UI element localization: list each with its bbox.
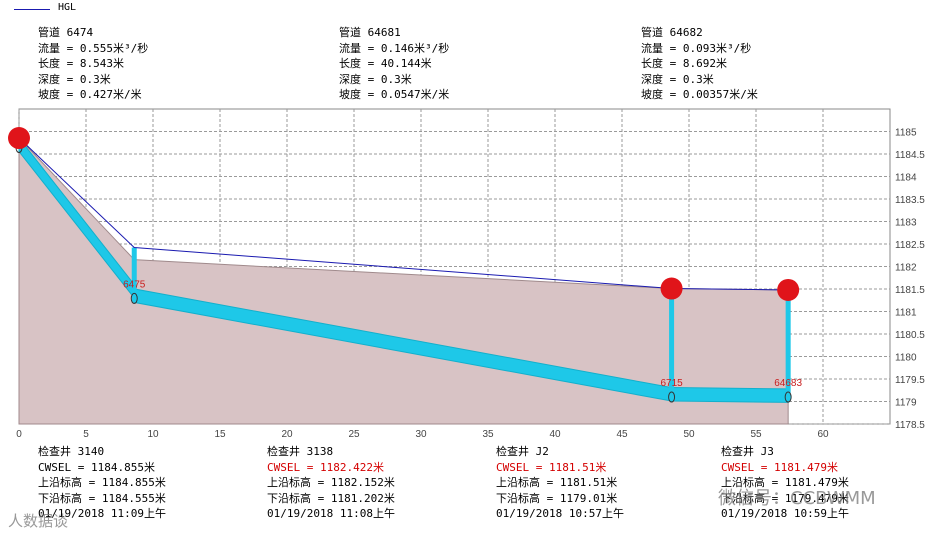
pipe-depth: 深度 = 0.3米 <box>339 72 412 86</box>
pipe-info-64681: 管道 64681 流量 = 0.146米³/秒 长度 = 40.144米 深度 … <box>339 25 449 103</box>
y-tick-label: 1182 <box>895 263 917 274</box>
y-tick-label: 1179.5 <box>895 375 925 386</box>
pipe-title: 管道 64682 <box>641 26 703 39</box>
x-tick-label: 15 <box>214 429 226 440</box>
pipe-title: 管道 64681 <box>339 26 401 39</box>
node-label: 6715 <box>660 378 683 389</box>
manhole-cwsel: CWSEL = 1182.422米 <box>267 460 384 474</box>
y-tick-label: 1181.5 <box>895 285 925 296</box>
manhole-timestamp: 01/19/2018 10:59上午 <box>721 507 849 520</box>
x-tick-label: 5 <box>83 429 89 440</box>
manhole-rim: 上沿标高 = 1181.51米 <box>496 476 618 489</box>
x-tick-label: 20 <box>281 429 293 440</box>
y-tick-label: 1179 <box>895 398 917 409</box>
axes: 0 5 10 15 20 25 30 35 40 45 50 55 60 1178.5 1179 1179.5… <box>16 128 925 441</box>
manhole-cwsel: CWSEL = 1184.855米 <box>38 460 155 474</box>
manhole-shaft <box>785 289 791 402</box>
conduit <box>671 387 789 403</box>
manhole-rim: 上沿标高 = 1181.479米 <box>721 476 849 489</box>
y-tick-label: 1184 <box>895 173 917 184</box>
manhole-info-j3: 检查井 J3 CWSEL = 1181.479米 上沿标高 = 1181.479… <box>721 444 849 522</box>
x-tick-label: 35 <box>482 429 494 440</box>
pipe-title: 管道 6474 <box>38 26 94 39</box>
manhole-title: 检查井 J3 <box>721 445 774 458</box>
y-tick-label: 1183.5 <box>895 195 925 206</box>
pipe-slope: 坡度 = 0.427米/米 <box>38 88 142 101</box>
manhole-info-3138: 检查井 3138 CWSEL = 1182.422米 上沿标高 = 1182.1… <box>267 444 395 522</box>
pipe-flow: 流量 = 0.555米³/秒 <box>38 41 149 55</box>
flood-marker <box>660 277 683 300</box>
flood-marker <box>8 127 30 150</box>
pipe-length: 长度 = 8.692米 <box>641 57 727 70</box>
x-tick-label: 45 <box>616 429 628 440</box>
hgl-polyline <box>18 137 789 291</box>
x-tick-label: 50 <box>683 429 695 440</box>
pipe-info-6474: 管道 6474 流量 = 0.555米³/秒 长度 = 8.543米 深度 = … <box>38 25 148 103</box>
x-tick-label: 0 <box>16 429 22 440</box>
x-tick-label: 40 <box>549 429 561 440</box>
pipe-flow: 流量 = 0.093米³/秒 <box>641 41 752 55</box>
manhole-invert: 下沿标高 = 1179.479米 <box>721 491 849 505</box>
y-tick-label: 1181 <box>895 308 917 319</box>
manhole-rim: 上沿标高 = 1184.855米 <box>38 476 166 489</box>
pipe-depth: 深度 = 0.3米 <box>641 72 714 86</box>
flood-marker <box>777 278 800 301</box>
node-invert-marker <box>668 391 676 403</box>
y-tick-label: 1185 <box>895 128 917 139</box>
manhole-title: 检查井 3140 <box>38 445 105 458</box>
nodes: 6475 6715 64683 <box>8 127 802 403</box>
pipe-flow: 流量 = 0.146米³/秒 <box>339 41 450 55</box>
conduits <box>18 136 791 403</box>
manhole-shaft <box>131 247 137 303</box>
y-tick-label: 1183 <box>895 218 917 229</box>
pipe-length: 长度 = 40.144米 <box>339 57 432 70</box>
manhole-timestamp: 01/19/2018 10:57上午 <box>496 507 624 520</box>
manhole-timestamp: 01/19/2018 11:08上午 <box>267 507 395 520</box>
node-label: 64683 <box>774 378 802 389</box>
pipe-depth: 深度 = 0.3米 <box>38 72 111 86</box>
y-tick-label: 1178.5 <box>895 420 925 431</box>
y-tick-label: 1182.5 <box>895 240 925 251</box>
x-tick-label: 10 <box>147 429 159 440</box>
node-invert-marker <box>130 292 138 304</box>
node-label: 6475 <box>123 279 146 290</box>
manhole-shaft <box>669 288 675 402</box>
manhole-title: 检查井 3138 <box>267 445 334 458</box>
manhole-cwsel: CWSEL = 1181.51米 <box>496 460 607 474</box>
legend-hgl-label: HGL <box>58 2 77 13</box>
x-tick-label: 25 <box>348 429 360 440</box>
manhole-rim: 上沿标高 = 1182.152米 <box>267 476 395 489</box>
manhole-invert: 下沿标高 = 1181.202米 <box>267 491 395 505</box>
y-tick-label: 1184.5 <box>895 150 925 161</box>
legend-hgl-swatch <box>14 9 50 10</box>
manhole-info-3140: 检查井 3140 CWSEL = 1184.855米 上沿标高 = 1184.8… <box>38 444 166 522</box>
x-tick-label: 30 <box>415 429 427 440</box>
manhole-title: 检查井 J2 <box>496 445 549 458</box>
node-invert-marker <box>784 391 792 403</box>
pipe-length: 长度 = 8.543米 <box>38 57 124 70</box>
manhole-timestamp: 01/19/2018 11:09上午 <box>38 507 166 520</box>
y-tick-label: 1180.5 <box>895 330 925 341</box>
pipe-info-64682: 管道 64682 流量 = 0.093米³/秒 长度 = 8.692米 深度 =… <box>641 25 758 103</box>
manhole-invert: 下沿标高 = 1184.555米 <box>38 491 166 505</box>
manhole-cwsel: CWSEL = 1181.479米 <box>721 460 838 474</box>
watermark-right: 微信号：CCBWMM <box>718 488 876 509</box>
hgl-line <box>18 137 789 291</box>
manhole-invert: 下沿标高 = 1179.01米 <box>496 491 618 505</box>
manhole-info-j2: 检查井 J2 CWSEL = 1181.51米 上沿标高 = 1181.51米 … <box>496 444 624 522</box>
x-tick-label: 60 <box>817 429 829 440</box>
pipe-slope: 坡度 = 0.00357米/米 <box>641 88 758 101</box>
x-tick-label: 55 <box>750 429 762 440</box>
watermark-left: 人数据谈 <box>8 512 69 530</box>
pipe-slope: 坡度 = 0.0547米/米 <box>339 88 450 101</box>
y-tick-label: 1180 <box>895 353 917 364</box>
